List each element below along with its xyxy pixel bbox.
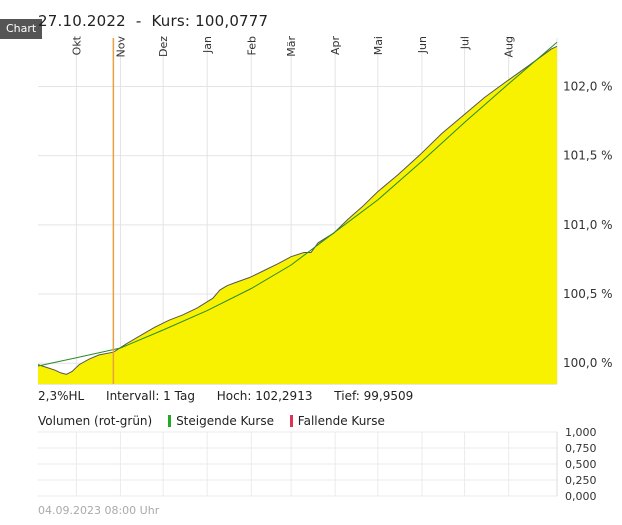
x-tick-label: Apr (329, 36, 342, 56)
x-tick-label: Mär (285, 36, 298, 57)
price-line (37, 45, 558, 375)
chart-tab-label[interactable]: Chart (0, 19, 43, 39)
y-tick-label: 102,0 % (563, 79, 613, 93)
chart-timestamp: 04.09.2023 08:00 Uhr (38, 504, 160, 517)
rising-color-swatch (168, 415, 172, 427)
x-tick-label: Jan (201, 36, 214, 54)
x-tick-label: Dez (157, 36, 170, 57)
info-range: 2,3%HL (38, 389, 85, 403)
falling-label: Fallende Kurse (297, 414, 385, 428)
volume-tick-label: 0,500 (565, 458, 597, 471)
chart-header: 27.10.2022- Kurs: 100,0777 (38, 12, 268, 30)
info-high: Hoch: 102,2913 (216, 389, 313, 403)
y-tick-label: 101,0 % (563, 218, 613, 232)
x-tick-label: Jun (416, 36, 429, 54)
y-tick-label: 100,5 % (563, 287, 613, 301)
rising-label: Steigende Kurse (176, 414, 274, 428)
x-tick-label: Okt (70, 35, 83, 55)
y-tick-label: 101,5 % (563, 149, 613, 163)
header-date: 27.10.2022 (38, 12, 126, 30)
header-price: Kurs: 100,0777 (151, 12, 269, 30)
info-low: Tief: 99,9509 (334, 389, 414, 403)
x-tick-label: Mai (372, 36, 385, 55)
volume-tick-label: 0,000 (565, 490, 597, 503)
x-tick-label: Aug (503, 36, 516, 57)
volume-tick-label: 0,750 (565, 442, 597, 455)
volume-legend: Volumen (rot-grün) Steigende Kurse Falle… (38, 414, 385, 428)
price-area (38, 46, 557, 385)
trend-line (37, 41, 558, 367)
y-tick-label: 100,0 % (563, 356, 613, 370)
x-tick-label: Nov (114, 36, 127, 58)
volume-tick-label: 0,250 (565, 474, 597, 487)
volume-tick-label: 1,000 (565, 426, 597, 439)
falling-color-swatch (289, 415, 293, 427)
x-tick-label: Feb (245, 36, 258, 55)
volume-title: Volumen (rot-grün) (38, 414, 153, 428)
chart-info-bar: 2,3%HL Intervall: 1 Tag Hoch: 102,2913 T… (38, 389, 431, 403)
info-interval: Intervall: 1 Tag (106, 389, 195, 403)
header-separator: - (135, 12, 142, 30)
x-tick-label: Jul (459, 36, 472, 50)
